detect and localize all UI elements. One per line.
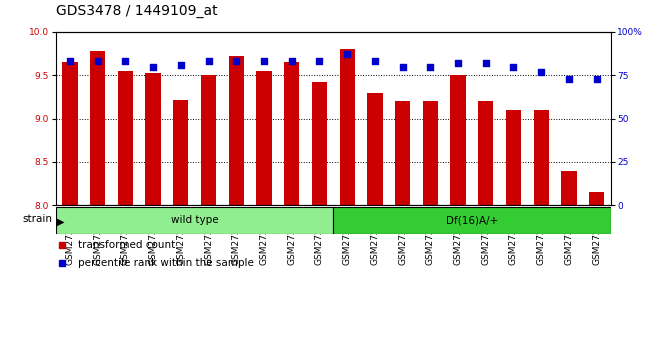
- Bar: [173, 99, 189, 205]
- Bar: [90, 51, 106, 205]
- Bar: [533, 110, 549, 205]
- Point: [397, 64, 408, 69]
- Bar: [117, 71, 133, 205]
- Bar: [256, 71, 272, 205]
- Bar: [145, 74, 161, 205]
- Text: Df(16)A/+: Df(16)A/+: [446, 215, 498, 225]
- Bar: [589, 192, 605, 205]
- Bar: [62, 62, 78, 205]
- Bar: [228, 56, 244, 205]
- Point: [536, 69, 546, 75]
- Point: [564, 76, 574, 81]
- Text: ▶: ▶: [57, 217, 65, 227]
- Point: [92, 58, 103, 64]
- Text: strain: strain: [23, 214, 53, 224]
- Text: percentile rank within the sample: percentile rank within the sample: [79, 258, 254, 268]
- Point: [65, 58, 75, 64]
- Point: [453, 60, 463, 66]
- Point: [480, 60, 491, 66]
- Bar: [333, 207, 610, 234]
- Point: [591, 76, 602, 81]
- Point: [231, 58, 242, 64]
- Bar: [506, 110, 521, 205]
- Point: [370, 58, 380, 64]
- Bar: [339, 49, 355, 205]
- Text: transformed count: transformed count: [79, 240, 176, 250]
- Point: [120, 58, 131, 64]
- Bar: [284, 62, 300, 205]
- Bar: [395, 101, 411, 205]
- Bar: [56, 207, 333, 234]
- Bar: [367, 92, 383, 205]
- Point: [314, 58, 325, 64]
- Bar: [312, 82, 327, 205]
- Bar: [450, 75, 466, 205]
- Point: [176, 62, 186, 68]
- Bar: [422, 101, 438, 205]
- Point: [286, 58, 297, 64]
- Text: GDS3478 / 1449109_at: GDS3478 / 1449109_at: [56, 4, 218, 18]
- Point: [342, 52, 352, 57]
- Point: [259, 58, 269, 64]
- Bar: [478, 101, 494, 205]
- Bar: [561, 171, 577, 205]
- Point: [148, 64, 158, 69]
- Bar: [201, 75, 216, 205]
- Point: [425, 64, 436, 69]
- Point: [203, 58, 214, 64]
- Text: wild type: wild type: [171, 215, 218, 225]
- Point: [508, 64, 519, 69]
